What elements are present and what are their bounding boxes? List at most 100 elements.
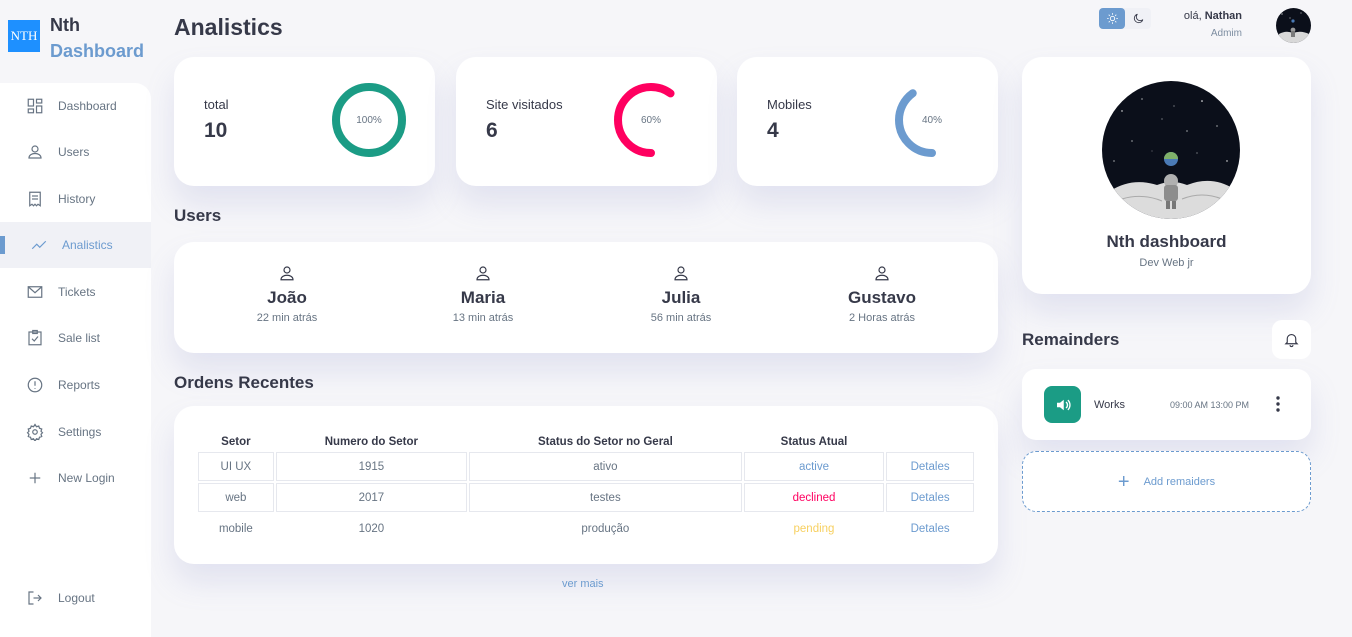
column-header: Setor [221,436,251,448]
stat-label: Mobiles [767,97,812,112]
user-role: Admim [1210,28,1242,39]
notifications-button[interactable] [1272,320,1311,359]
cell-status-geral: produção [581,522,630,535]
bell-icon [1284,333,1299,348]
mail-icon [27,286,43,298]
see-more-link[interactable]: ver mais [562,578,604,590]
orders-section-title: Ordens Recentes [174,373,314,392]
sidebar-item-dashboard[interactable]: Dashboard [0,83,151,129]
users-section-title: Users [174,206,222,225]
reminder-title: Works [1094,399,1125,411]
stat-percent: 40% [921,114,942,126]
volume-icon [1056,399,1071,410]
inventory-icon [28,329,42,346]
user-time: 22 min atrás [256,312,318,324]
logo-mark: NTH [8,20,40,52]
sidebar-menu: Dashboard Users History Analistics Ticke… [0,83,151,637]
profile-picture [1102,81,1240,219]
receipt-icon [29,191,41,207]
stat-card-site-visits: Site visitados 6 60% [456,57,717,186]
sidebar-item-label: New Login [58,471,115,485]
sidebar-item-new-login[interactable]: New Login [0,455,151,501]
sidebar-item-settings[interactable]: Settings [0,409,151,455]
column-header: Status do Setor no Geral [537,436,673,448]
cell-status-atual: active [743,452,885,481]
stat-card-total: total 10 100% [174,57,435,186]
column-header: Status Atual [780,436,848,448]
reminder-item[interactable]: Works 09:00 AM 13:00 PM [1022,369,1311,440]
logout-label: Logout [58,591,95,605]
column-header: Numero do Setor [324,436,419,448]
user-item[interactable]: Gustavo 2 Horas atrás [782,264,982,324]
stat-percent: 60% [640,114,661,126]
sidebar-item-label: Reports [58,378,101,392]
progress-ring [614,83,688,157]
column-header [886,430,974,450]
sidebar-item-reports[interactable]: Reports [0,362,151,408]
sun-icon [1106,13,1118,24]
cell-status-geral: ativo [468,452,742,481]
more-vertical-icon[interactable] [1274,395,1282,413]
sidebar-item-sale-list[interactable]: Sale list [0,315,151,361]
stat-value: 4 [767,119,779,142]
details-link[interactable]: Detales [886,452,974,481]
stat-label: total [204,97,229,112]
dark-mode-button[interactable] [1125,8,1151,29]
sidebar-item-analistics[interactable]: Analistics [0,222,151,268]
orders-card: Setor Numero do Setor Status do Setor no… [174,406,998,564]
table-row: web 2017 testes declined Detales [198,483,974,512]
profile-role: Dev Web jr [1139,257,1194,269]
person-icon [280,266,294,281]
stat-percent: 100% [356,114,382,126]
add-reminder-label: Add remaiders [1143,475,1216,488]
sidebar-item-history[interactable]: History [0,176,151,222]
grid-icon [27,98,43,114]
cell-numero: 1915 [275,452,467,481]
avatar[interactable] [1276,8,1311,43]
page-title: Analistics [174,14,283,40]
user-name: Maria [460,288,506,307]
user-time: 2 Horas atrás [848,312,916,324]
details-link[interactable]: Detales [886,483,974,512]
cell-status-atual: pending [793,522,835,535]
user-time: 56 min atrás [650,312,712,324]
moon-icon [1133,13,1143,24]
user-item[interactable]: Maria 13 min atrás [383,264,583,324]
sidebar-item-users[interactable]: Users [0,129,151,175]
sidebar-item-label: Users [58,145,90,159]
add-icon [29,472,41,484]
stat-label: Site visitados [486,97,563,112]
orders-table: Setor Numero do Setor Status do Setor no… [196,428,976,545]
theme-toggle[interactable] [1099,8,1151,29]
reminder-icon-box [1044,386,1081,423]
table-row: mobile 1020 produção pending Detales [198,514,974,543]
sidebar-item-label: Settings [58,425,102,439]
user-greeting: olá, Nathan Admim [1184,10,1242,39]
stat-value: 10 [204,119,228,142]
logo: NTH Nth Dashboard [8,12,144,64]
light-mode-button[interactable] [1099,8,1125,29]
settings-icon [26,423,44,441]
sidebar-item-tickets[interactable]: Tickets [0,269,151,315]
cell-setor: UI UX [198,452,274,481]
user-item[interactable]: Julia 56 min atrás [581,264,781,324]
reminder-time: 09:00 AM 13:00 PM [1170,400,1250,410]
sidebar: NTH Nth Dashboard Dashboard Users Histor… [0,0,151,637]
sidebar-item-label: Sale list [58,331,101,345]
user-time: 13 min atrás [452,312,514,324]
user-item[interactable]: João 22 min atrás [187,264,387,324]
cell-numero: 1020 [358,522,385,535]
logout-button[interactable]: Logout [0,575,151,621]
details-link[interactable]: Detales [910,522,950,535]
astronaut-image [1110,98,1234,219]
sidebar-item-label: Dashboard [58,99,117,113]
sidebar-item-label: Tickets [58,285,96,299]
stat-card-mobiles: Mobiles 4 40% [737,57,998,186]
greeting-text: olá, [1183,10,1202,22]
cell-setor: web [198,483,274,512]
users-card: João 22 min atrás Maria 13 min atrás Jul… [174,242,998,353]
add-reminder-button[interactable]: + Add remaiders [1022,451,1311,512]
cell-numero: 2017 [275,483,467,512]
person-icon [875,266,889,281]
person-icon [476,266,490,281]
